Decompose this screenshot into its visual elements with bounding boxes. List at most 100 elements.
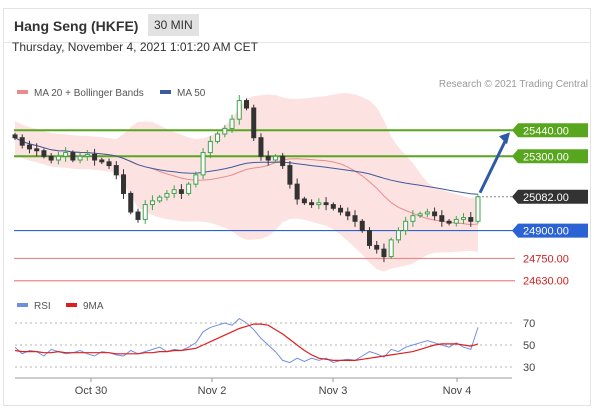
price-tags: 25440.00 25300.00 25082.00 24900.00 24750.00… xyxy=(512,123,588,288)
price-levels xyxy=(14,129,515,282)
rsi-swatch xyxy=(17,303,28,308)
candle-body xyxy=(374,244,380,250)
rsi-ma-line xyxy=(14,323,479,361)
ma50-line xyxy=(14,137,479,195)
candle-body xyxy=(229,118,235,129)
rsi-ma-swatch xyxy=(66,303,77,308)
price-tag-box xyxy=(512,149,588,164)
ma20-swatch xyxy=(17,90,28,95)
ma20-label: MA 20 + Bollinger Bands xyxy=(34,88,144,99)
rsi-label: RSI xyxy=(34,301,51,312)
rsi-tick-label: 70 xyxy=(523,318,535,330)
candle-body xyxy=(475,196,481,222)
legend-rsi-ma: 9MA xyxy=(66,301,104,312)
forecast-arrow-shaft xyxy=(478,136,509,194)
candle-body xyxy=(63,152,69,157)
candle-body xyxy=(251,107,257,139)
rsi-line xyxy=(14,317,479,364)
candle-body xyxy=(309,202,315,206)
ma50-swatch xyxy=(160,90,171,95)
candle-body xyxy=(84,153,90,157)
price-tag-label: 24900.00 xyxy=(523,226,569,238)
candle-body xyxy=(388,239,394,258)
candle-body xyxy=(432,211,438,217)
candle-body xyxy=(207,140,213,154)
legend-ma50: MA 50 xyxy=(160,88,205,99)
candle-body xyxy=(461,217,467,220)
candle-body xyxy=(439,215,445,222)
candle-body xyxy=(142,204,148,220)
candle-body xyxy=(316,202,322,206)
candle-body xyxy=(186,183,192,194)
candle-body xyxy=(287,165,293,185)
rsi-panel: 70 50 30 xyxy=(14,317,535,374)
candles xyxy=(12,95,481,263)
price-tag-box xyxy=(512,123,588,138)
candle-body xyxy=(395,230,401,241)
legend-ma20: MA 20 + Bollinger Bands xyxy=(17,88,144,99)
candle-body xyxy=(381,248,387,258)
price-tag-box xyxy=(512,223,588,238)
bollinger-band-area xyxy=(15,93,478,272)
price-tag-label: 24630.00 xyxy=(523,276,569,288)
research-credit: Research © 2021 Trading Central xyxy=(438,79,588,90)
chart-header: Hang Seng (HKFE) 30 MIN xyxy=(4,9,590,43)
x-tick-label: Nov 4 xyxy=(443,385,472,397)
candle-body xyxy=(128,192,134,213)
candle-body xyxy=(99,159,105,163)
rsi-tick-label: 50 xyxy=(523,340,535,352)
candle-body xyxy=(70,152,76,161)
timeframe-badge[interactable]: 30 MIN xyxy=(148,14,199,36)
candle-body xyxy=(446,220,452,224)
candle-body xyxy=(171,189,177,194)
candle-body xyxy=(352,215,358,222)
candle-body xyxy=(294,183,300,200)
candle-body xyxy=(19,137,25,146)
candle-body xyxy=(121,174,127,194)
legend-rsi: RSI xyxy=(17,301,51,312)
forecast-arrow xyxy=(478,132,510,194)
candle-body xyxy=(26,144,32,150)
candle-body xyxy=(272,155,278,161)
candle-body xyxy=(193,174,199,185)
price-tag-label: 25300.00 xyxy=(523,151,569,163)
candle-body xyxy=(149,200,155,206)
candle-body xyxy=(453,218,459,224)
candle-body xyxy=(424,211,430,215)
instrument-title: Hang Seng (HKFE) xyxy=(14,18,139,34)
candle-body xyxy=(157,196,163,202)
candle-body xyxy=(280,155,286,167)
rsi-tick-label: 30 xyxy=(523,362,535,374)
candle-body xyxy=(55,155,61,161)
candle-body xyxy=(468,217,474,222)
candle-body xyxy=(236,100,242,120)
candle-body xyxy=(338,207,344,213)
candle-body xyxy=(345,211,351,217)
candle-body xyxy=(77,155,83,161)
candle-body xyxy=(410,215,416,222)
candle-body xyxy=(244,100,249,109)
candle-body xyxy=(359,220,365,232)
candle-body xyxy=(48,155,54,161)
price-tag-label: 24750.00 xyxy=(523,253,569,265)
candle-body xyxy=(106,161,112,167)
candle-body xyxy=(258,137,264,157)
price-tag-label: 25440.00 xyxy=(523,125,569,137)
candle-body xyxy=(301,198,307,204)
x-tick-label: Nov 3 xyxy=(319,385,348,397)
candle-body xyxy=(92,153,98,161)
candle-body xyxy=(215,133,221,142)
price-tag-box xyxy=(512,189,588,204)
candle-body xyxy=(403,220,409,232)
candle-body xyxy=(135,211,141,220)
candle-body xyxy=(34,148,40,152)
rsi-ma-label: 9MA xyxy=(83,301,104,312)
x-tick-label: Oct 30 xyxy=(75,385,107,397)
chart-datetime: Thursday, November 4, 2021 1:01:20 AM CE… xyxy=(12,40,258,54)
candle-body xyxy=(222,127,228,135)
candle-body xyxy=(164,192,170,198)
candle-body xyxy=(200,152,206,176)
candle-body xyxy=(178,189,184,194)
forecast-arrow-head xyxy=(499,132,510,145)
